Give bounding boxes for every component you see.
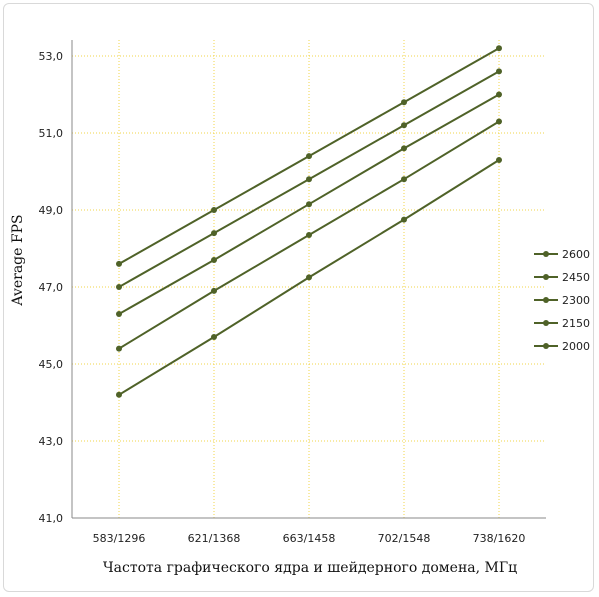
data-point <box>401 176 407 183</box>
legend-swatch-marker <box>543 251 549 257</box>
legend-swatch-marker <box>543 343 549 349</box>
y-axis-title: Average FPS <box>10 214 26 306</box>
data-point <box>306 232 312 238</box>
data-point <box>306 176 312 183</box>
y-tick-label: 41,0 <box>39 512 64 525</box>
data-point <box>401 122 407 129</box>
y-tick-label: 47,0 <box>39 281 64 294</box>
y-tick-label: 49,0 <box>39 204 64 217</box>
data-point <box>401 216 407 223</box>
legend-swatch-marker <box>543 320 549 326</box>
x-tick-labels: 583/1296 621/1368 663/1458 702/1548 738/1620 <box>93 532 526 545</box>
data-point <box>211 257 217 263</box>
data-point <box>116 345 122 352</box>
chart-frame <box>3 3 594 592</box>
data-point <box>496 45 502 52</box>
data-point <box>211 287 217 294</box>
legend-label: 2000 <box>562 340 590 353</box>
data-point <box>496 118 502 125</box>
legend-label: 2300 <box>562 294 590 307</box>
data-point <box>496 68 502 75</box>
data-point <box>401 145 407 152</box>
y-tick-label: 53,0 <box>39 50 64 63</box>
x-tick-label: 738/1620 <box>473 532 526 545</box>
gridlines <box>72 40 546 518</box>
x-tick-label: 663/1458 <box>283 532 336 545</box>
data-point <box>211 207 217 213</box>
y-tick-label: 43,0 <box>39 435 64 448</box>
data-point <box>116 391 122 398</box>
data-point <box>211 334 217 340</box>
data-point <box>116 311 122 317</box>
x-axis-title: Частота графического ядра и шейдерного д… <box>103 560 517 576</box>
data-point <box>306 153 312 160</box>
series-lines <box>116 45 502 398</box>
data-point <box>401 99 407 106</box>
x-tick-label: 702/1548 <box>378 532 431 545</box>
x-tick-label: 583/1296 <box>93 532 146 545</box>
data-point <box>306 201 312 208</box>
data-point <box>496 91 502 98</box>
data-point <box>116 260 122 267</box>
axes <box>71 40 546 519</box>
data-point <box>496 157 502 163</box>
legend-swatch-marker <box>543 274 549 280</box>
legend-swatch-marker <box>543 297 549 303</box>
data-point <box>306 274 312 281</box>
y-tick-label: 45,0 <box>39 358 64 371</box>
data-point <box>116 284 122 290</box>
y-tick-label: 51,0 <box>39 127 64 140</box>
legend-label: 2150 <box>562 317 590 330</box>
data-point <box>211 230 217 237</box>
legend-label: 2450 <box>562 271 590 284</box>
y-tick-labels: 41,0 43,0 45,0 47,0 49,0 51,0 53,0 <box>39 50 64 525</box>
legend-label: 2600 <box>562 248 590 261</box>
legend: 2600 2450 2300 2150 2000 <box>534 248 590 353</box>
x-tick-label: 621/1368 <box>188 532 241 545</box>
